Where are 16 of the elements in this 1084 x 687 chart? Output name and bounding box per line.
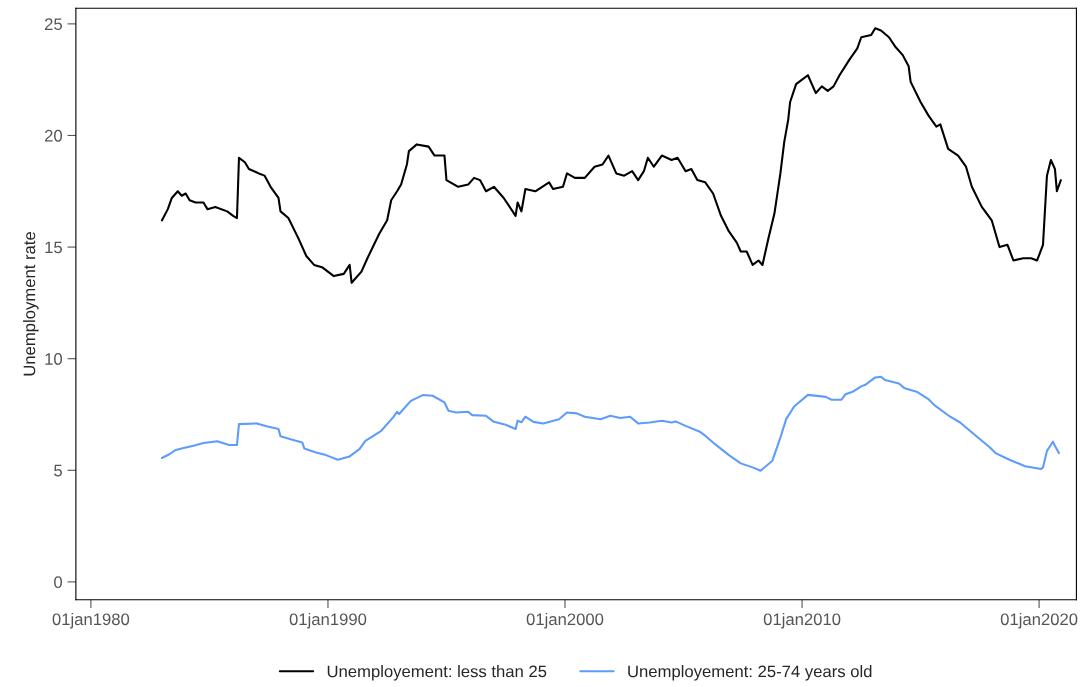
line-series [160, 27, 1062, 284]
y-tick-label: 10 [45, 353, 63, 365]
x-tick-label: 01jan2000 [526, 612, 604, 629]
y-tick-label: 15 [45, 241, 62, 254]
legend-label: Unemployement: less than 25 [327, 665, 547, 681]
x-tick-label: 01jan2010 [763, 612, 841, 629]
line-series [160, 375, 1060, 472]
x-tick-label: 01jan1990 [289, 612, 367, 629]
legend-label: Unemployement: 25-74 years old [628, 665, 872, 681]
y-tick-label: 20 [44, 129, 63, 142]
x-tick-label: 01jan2020 [1000, 612, 1078, 629]
y-tick-label: 5 [54, 464, 62, 477]
y-tick-label: 0 [54, 576, 63, 589]
x-tick-label: 01jan1980 [52, 612, 130, 629]
y-axis-title: Unemployment rate [23, 232, 39, 376]
y-tick-label: 25 [44, 18, 62, 31]
